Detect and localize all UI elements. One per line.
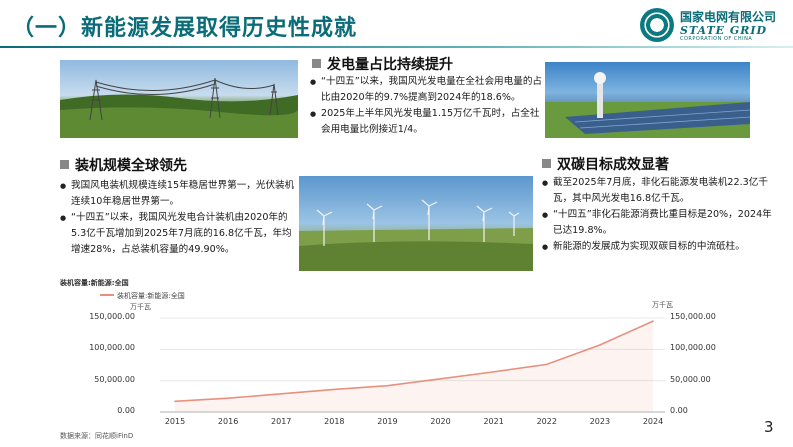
x-tick-label: 2023 <box>589 417 611 426</box>
list-item: 截至2025年7月底，非化石能源发电装机22.3亿千瓦，其中风光发电16.8亿千… <box>542 175 778 207</box>
wind-farm-photo <box>299 176 533 271</box>
y-axis-unit-right: 万千瓦 <box>652 301 673 309</box>
installed-scale-bullets: 我国风电装机规模连续15年稳居世界第一，光伏装机连续10年稳居世界第一。 “十四… <box>60 178 296 258</box>
square-bullet-icon <box>312 59 321 68</box>
y-axis-unit-left: 万千瓦 <box>130 303 151 311</box>
section-heading-text: 双碳目标成效显著 <box>557 157 669 173</box>
x-tick-label: 2020 <box>430 417 451 426</box>
data-point <box>280 393 283 395</box>
series-line <box>174 320 654 403</box>
x-tick-label: 2016 <box>217 417 239 426</box>
y-tick-label-left: 50,000.00 <box>94 374 135 384</box>
data-point <box>439 377 442 380</box>
y-tick-label-left: 100,000.00 <box>89 343 135 353</box>
y-tick-label-left: 150,000.00 <box>89 312 135 321</box>
transmission-towers-photo <box>60 60 298 138</box>
data-point <box>227 397 229 400</box>
list-item: “十四五”非化石能源消费比重目标是20%，2024年已达19.8%。 <box>542 207 778 239</box>
x-tick-label: 2021 <box>483 417 504 426</box>
state-grid-logo: 国家电网有限公司 STATE GRID CORPORATION OF CHINA <box>640 8 790 42</box>
generation-share-bullets: “十四五”以来，我国风光发电量在全社会用电量的占比由2020年的9.7%提高到2… <box>310 74 546 138</box>
x-tick-label: 2015 <box>164 417 186 426</box>
data-source-note: 数据来源：同花顺iFinD <box>60 432 134 440</box>
list-item: 2025年上半年风光发电量1.15万亿千瓦时，占全社会用电量比例接近1/4。 <box>310 106 546 138</box>
installed-capacity-chart: 装机容量:新能源:全国 装机容量:新能源:全国 万千瓦 万千瓦 数据来源：同花顺… <box>55 278 765 443</box>
list-item: “十四五”以来，我国风光发电合计装机由2020年的5.3亿千瓦增加到2025年7… <box>60 210 296 258</box>
y-tick-label-right: 0.00 <box>670 406 688 415</box>
section-heading-carbon-goals: 双碳目标成效显著 <box>542 154 669 174</box>
legend-swatch <box>100 294 114 296</box>
square-bullet-icon <box>542 159 551 168</box>
list-item: 新能源的发展成为实现双碳目标的中流砥柱。 <box>542 239 778 255</box>
data-point <box>545 363 548 366</box>
list-item: “十四五”以来，我国风光发电量在全社会用电量的占比由2020年的9.7%提高到2… <box>310 74 546 106</box>
chart-plot-area <box>160 317 665 413</box>
x-tick-label: 2017 <box>271 417 292 426</box>
square-bullet-icon <box>60 160 69 169</box>
section-heading-text: 发电量占比持续提升 <box>327 57 453 73</box>
solar-farm-photo <box>545 62 750 138</box>
x-tick-label: 2024 <box>642 417 664 426</box>
y-tick-label-right: 50,000.00 <box>670 374 711 384</box>
section-heading-generation-share: 发电量占比持续提升 <box>312 54 453 74</box>
logo-company-name: 国家电网有限公司 <box>680 10 777 24</box>
chart-legend: 装机容量:新能源:全国 <box>100 291 185 301</box>
data-point <box>599 344 601 346</box>
logo-english-subtitle: CORPORATION OF CHINA <box>680 36 753 42</box>
x-tick-label: 2018 <box>324 417 345 426</box>
data-point <box>652 320 654 322</box>
carbon-goals-bullets: 截至2025年7月底，非化石能源发电装机22.3亿千瓦，其中风光发电16.8亿千… <box>542 175 778 255</box>
data-point <box>492 371 495 373</box>
series-area <box>175 321 653 412</box>
state-grid-emblem-icon <box>640 8 674 42</box>
y-tick-label-right: 150,000.00 <box>670 312 716 321</box>
x-tick-label: 2019 <box>377 417 398 426</box>
title-divider <box>0 46 793 48</box>
legend-label: 装机容量:新能源:全国 <box>117 292 185 300</box>
header-bar: （一）新能源发展取得历史性成就 国家电网有限公司 STATE GRID CORP… <box>0 0 793 50</box>
data-point <box>386 384 389 387</box>
section-heading-text: 装机规模全球领先 <box>75 158 187 174</box>
page-number: 3 <box>764 418 774 436</box>
data-point <box>333 388 336 391</box>
page-title: （一）新能源发展取得历史性成就 <box>12 16 358 41</box>
list-item: 我国风电装机规模连续15年稳居世界第一，光伏装机连续10年稳居世界第一。 <box>60 178 296 210</box>
y-tick-label-left: 0.00 <box>117 406 135 415</box>
section-heading-installed-scale: 装机规模全球领先 <box>60 155 187 175</box>
x-tick-label: 2022 <box>536 417 557 426</box>
data-point <box>174 400 176 403</box>
y-tick-label-right: 100,000.00 <box>670 343 716 353</box>
chart-title: 装机容量:新能源:全国 <box>60 279 129 287</box>
logo-english-name: STATE GRID <box>680 24 768 37</box>
